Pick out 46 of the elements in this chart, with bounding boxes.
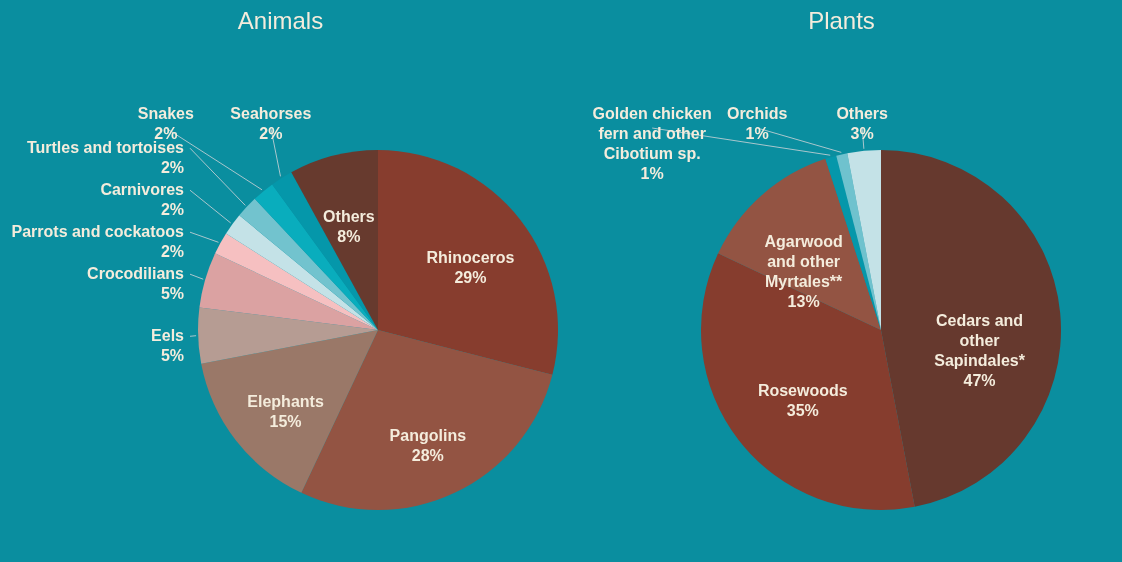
slice-label: Rhinoceros: [426, 249, 515, 267]
chart-title: Plants: [808, 7, 875, 34]
data-label: 15%: [269, 412, 302, 430]
slice-label: Turtles and tortoises: [26, 139, 185, 157]
data-label: 5%: [160, 285, 184, 303]
slice-label: Pangolins: [389, 426, 467, 444]
slice-label: Seahorses: [230, 105, 312, 122]
data-label: 1%: [745, 125, 769, 142]
pie-slice: [378, 150, 558, 375]
chart-title: Animals: [237, 7, 324, 34]
data-label: 2%: [160, 243, 184, 261]
pie-slice: [199, 253, 378, 330]
pie-slice: [201, 330, 378, 493]
data-label: 47%: [963, 371, 996, 389]
pie-slice: [881, 150, 1061, 507]
data-label: 2%: [259, 125, 283, 142]
slice-label: Orchids: [726, 105, 788, 122]
data-label: 29%: [454, 269, 487, 287]
slice-label: Carnivores: [100, 181, 185, 199]
pie-slice: [272, 172, 378, 330]
slice-label: Cedars and other Sapindales*: [934, 311, 1026, 369]
slice-label: Eels: [151, 327, 185, 345]
data-label: 3%: [850, 125, 874, 142]
slice-label: Agarwood and other Myrtales**: [764, 233, 844, 291]
pie-slice: [198, 307, 378, 364]
slice-label: Crocodilians: [87, 265, 185, 283]
slice-label: Snakes: [137, 105, 194, 122]
data-label: 28%: [411, 446, 444, 464]
data-label: 1%: [640, 165, 664, 182]
slice-label: Rosewoods: [757, 381, 848, 399]
slice-label: Golden chicken fern and other Cibotium sp.: [592, 105, 712, 162]
pie-slice: [847, 150, 881, 330]
data-label: 2%: [160, 159, 184, 177]
data-label: 5%: [160, 347, 184, 365]
data-label: 8%: [337, 227, 361, 245]
slice-label: Parrots and cockatoos: [11, 223, 185, 241]
data-label: 35%: [786, 401, 819, 419]
data-label: 13%: [787, 293, 820, 311]
pie-slice: [701, 253, 915, 510]
data-label: 2%: [154, 125, 178, 142]
data-label: 2%: [160, 201, 184, 219]
slice-label: Others: [836, 105, 889, 122]
pie-slice: [291, 150, 378, 330]
pie-slice: [239, 198, 378, 330]
slice-label: Others: [323, 207, 375, 225]
slice-label: Elephants: [247, 392, 324, 410]
